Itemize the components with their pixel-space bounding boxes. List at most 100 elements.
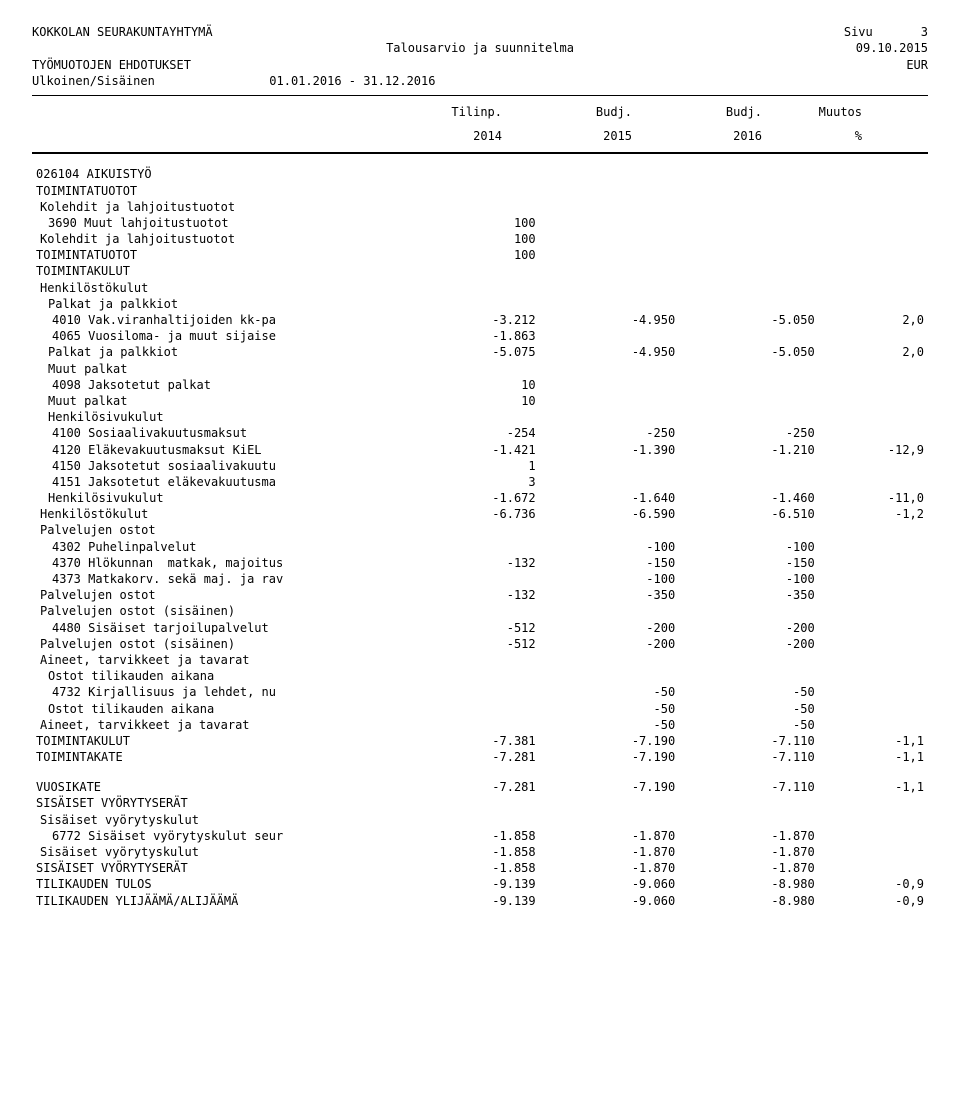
row-value (540, 328, 680, 344)
row-value: -50 (679, 717, 819, 733)
row-label: Ostot tilikauden aikana (32, 701, 400, 717)
row-label: Aineet, tarvikkeet ja tavarat (32, 652, 400, 668)
row-value (679, 522, 819, 538)
row-value: -100 (679, 571, 819, 587)
row-value (679, 199, 819, 215)
row-value: -200 (540, 620, 680, 636)
row-value (819, 668, 928, 684)
col-pct: % (762, 128, 862, 144)
row-value: -1.870 (679, 844, 819, 860)
row-label: Palkat ja palkkiot (32, 344, 400, 360)
row-value: 10 (400, 393, 540, 409)
scope-label: Ulkoinen/Sisäinen (32, 74, 155, 88)
table-row: 4151 Jaksotetut eläkevakuutusma3 (32, 474, 928, 490)
row-value (540, 812, 680, 828)
row-value: -1.210 (679, 442, 819, 458)
table-row: Henkilöstökulut-6.736-6.590-6.510-1,2 (32, 506, 928, 522)
row-value: -1,2 (819, 506, 928, 522)
row-label: Kolehdit ja lahjoitustuotot (32, 231, 400, 247)
table-row: 4150 Jaksotetut sosiaalivakuutu1 (32, 458, 928, 474)
row-value (819, 860, 928, 876)
row-label: Palvelujen ostot (sisäinen) (32, 636, 400, 652)
table-row: Palvelujen ostot-132-350-350 (32, 587, 928, 603)
row-value: -250 (679, 425, 819, 441)
table-row: Palvelujen ostot (32, 522, 928, 538)
row-label: 4732 Kirjallisuus ja lehdet, nu (32, 684, 400, 700)
table-row (32, 765, 928, 779)
table-row: Ostot tilikauden aikana (32, 668, 928, 684)
row-label: Ostot tilikauden aikana (32, 668, 400, 684)
col-budj-1: Budj. (502, 104, 632, 120)
row-value (819, 166, 928, 182)
row-value: -1.870 (540, 860, 680, 876)
row-value: -100 (679, 539, 819, 555)
row-value: -6.590 (540, 506, 680, 522)
row-value: -11,0 (819, 490, 928, 506)
row-value (819, 620, 928, 636)
row-value: -50 (540, 701, 680, 717)
row-value: 3 (400, 474, 540, 490)
row-value: -1.870 (679, 828, 819, 844)
row-value: -6.510 (679, 506, 819, 522)
row-value: -8.980 (679, 893, 819, 909)
row-value: -150 (540, 555, 680, 571)
row-value: -9.139 (400, 893, 540, 909)
row-value (819, 215, 928, 231)
row-value (400, 539, 540, 555)
row-value (400, 701, 540, 717)
row-label: 4370 Hlökunnan matkak, majoitus (32, 555, 400, 571)
row-value: -7.281 (400, 779, 540, 795)
row-label: 4480 Sisäiset tarjoilupalvelut (32, 620, 400, 636)
row-value (679, 263, 819, 279)
row-value (400, 263, 540, 279)
row-value: -1.640 (540, 490, 680, 506)
row-label: Henkilöstökulut (32, 506, 400, 522)
row-value: -1.672 (400, 490, 540, 506)
row-value: -512 (400, 620, 540, 636)
row-value: -1.870 (540, 828, 680, 844)
row-label: 4098 Jaksotetut palkat (32, 377, 400, 393)
row-value (540, 409, 680, 425)
row-value (679, 296, 819, 312)
row-value (679, 328, 819, 344)
row-label: Sisäiset vyörytyskulut (32, 844, 400, 860)
row-value (819, 539, 928, 555)
row-value (400, 280, 540, 296)
row-label: SISÄISET VYÖRYTYSERÄT (32, 860, 400, 876)
row-value: -1.421 (400, 442, 540, 458)
column-years: 2014 2015 2016 % (32, 128, 928, 144)
table-row: VUOSIKATE-7.281-7.190-7.110-1,1 (32, 779, 928, 795)
table-row: 4100 Sosiaalivakuutusmaksut-254-250-250 (32, 425, 928, 441)
row-value (819, 328, 928, 344)
row-value: 2,0 (819, 312, 928, 328)
row-value (400, 795, 540, 811)
row-value: -1.870 (679, 860, 819, 876)
row-label: 3690 Muut lahjoitustuotot (32, 215, 400, 231)
row-value (400, 361, 540, 377)
table-row: Aineet, tarvikkeet ja tavarat-50-50 (32, 717, 928, 733)
row-value: -7.381 (400, 733, 540, 749)
row-value (540, 183, 680, 199)
row-value (679, 409, 819, 425)
row-value (679, 183, 819, 199)
row-value (819, 393, 928, 409)
row-value: -7.110 (679, 749, 819, 765)
table-row: TOIMINTAKATE-7.281-7.190-7.110-1,1 (32, 749, 928, 765)
row-value (819, 603, 928, 619)
row-value: -100 (540, 539, 680, 555)
table-row: 4370 Hlökunnan matkak, majoitus-132-150-… (32, 555, 928, 571)
row-value (819, 296, 928, 312)
page-number: 3 (880, 24, 928, 40)
col-budj-2: Budj. (632, 104, 762, 120)
row-label: VUOSIKATE (32, 779, 400, 795)
row-value: -250 (540, 425, 680, 441)
row-label: Kolehdit ja lahjoitustuotot (32, 199, 400, 215)
table-row: 4732 Kirjallisuus ja lehdet, nu-50-50 (32, 684, 928, 700)
row-value (819, 183, 928, 199)
row-value: -200 (679, 636, 819, 652)
row-value: -0,9 (819, 876, 928, 892)
table-row: Kolehdit ja lahjoitustuotot (32, 199, 928, 215)
row-value (540, 361, 680, 377)
row-value (400, 717, 540, 733)
column-headers: Tilinp. Budj. Budj. Muutos (32, 104, 928, 120)
